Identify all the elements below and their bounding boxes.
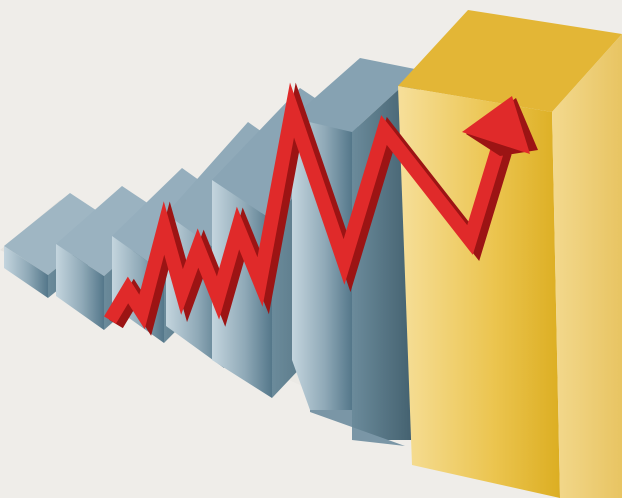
arrow-head bbox=[462, 96, 530, 154]
arrow-shaft bbox=[103, 82, 505, 330]
trend-up-arrow-icon bbox=[103, 82, 538, 336]
gold-bar bbox=[398, 10, 622, 498]
